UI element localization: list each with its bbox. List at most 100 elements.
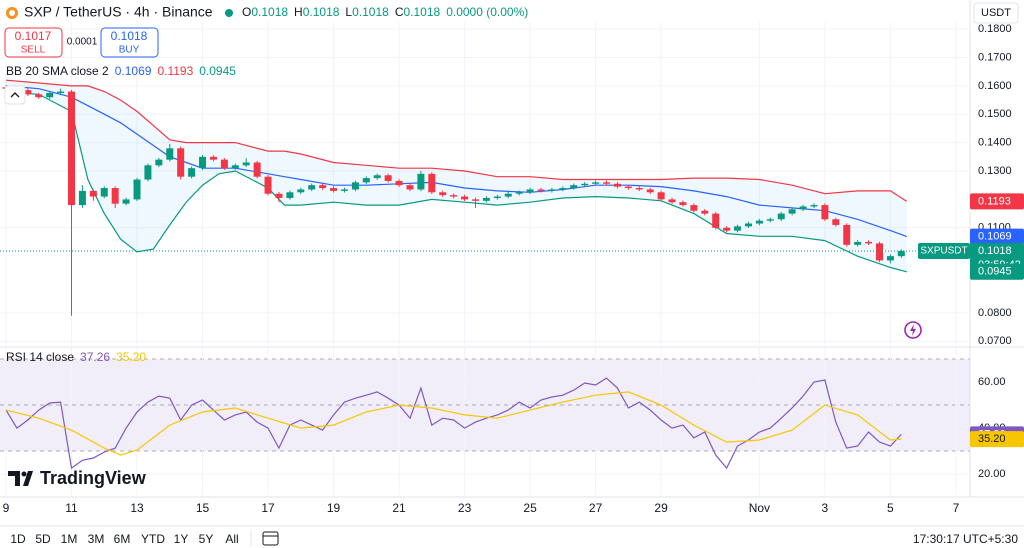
ohlc-value: 0.1018: [403, 5, 440, 19]
candle-body: [57, 91, 65, 93]
candle-body: [701, 210, 709, 214]
logo-mark: [23, 471, 33, 486]
range-button[interactable]: 1Y: [174, 532, 189, 546]
symbol-label: SXPUSDT: [920, 246, 967, 257]
candle-body: [581, 183, 589, 186]
range-button[interactable]: 3M: [88, 532, 105, 546]
candle-body: [515, 192, 523, 194]
ohlc-key: H: [294, 5, 303, 19]
indicator-name: RSI 14 close: [6, 350, 74, 364]
sell-box[interactable]: [4, 27, 63, 58]
x-tick-label: 15: [196, 501, 210, 515]
sell-price[interactable]: 0.1017: [15, 29, 52, 43]
price-badge-label: 0.1069: [978, 230, 1012, 242]
brand-name: TradingView: [40, 468, 147, 488]
alert-ring[interactable]: [904, 321, 922, 339]
candle-body: [264, 176, 272, 194]
band-fill: [6, 80, 907, 272]
x-tick-label: 19: [327, 501, 341, 515]
x-tick-label: 17: [261, 501, 275, 515]
symbol-header: SXP / TetherUS · 4h · Binance O0.1018 H0.…: [6, 4, 528, 20]
symbol-icon-inner: [9, 10, 15, 16]
candle-body: [570, 185, 578, 189]
candle-body: [231, 165, 239, 169]
date-range-button[interactable]: [262, 531, 279, 546]
candle-body: [799, 206, 807, 210]
x-tick-label: 3: [822, 501, 829, 515]
ohlc-values: O0.1018 H0.1018 L0.1018 C0.1018 0.0000 (0.00…: [242, 5, 528, 19]
candle-body: [537, 189, 545, 191]
y-tick-label: 0.1800: [978, 23, 1012, 35]
candle-body: [24, 90, 32, 95]
sell-button[interactable]: 0.1017 SELL: [4, 27, 63, 58]
range-button[interactable]: 6M: [114, 532, 131, 546]
x-tick-label: 27: [589, 501, 603, 515]
ohlc-change: 0.0000 (0.00%): [446, 5, 528, 19]
symbol-title[interactable]: SXP / TetherUS · 4h · Binance: [24, 4, 213, 20]
plot-layer: [0, 22, 970, 495]
indicator-legend: RSI 14 close 37.26 35.20: [6, 350, 146, 364]
clock[interactable]: 17:30:17 UTC+5:30: [913, 532, 1018, 546]
candle-body: [657, 192, 665, 200]
currency-box[interactable]: [973, 2, 1019, 24]
price-badge: [970, 263, 1024, 280]
ohlc-value: 0.1018: [251, 5, 288, 19]
ohlc-key: C: [395, 5, 404, 19]
alert-bolt: [910, 324, 916, 336]
candle-body: [821, 205, 829, 220]
candle-body: [723, 227, 731, 231]
y-tick-label: 60.00: [978, 376, 1006, 388]
buy-button[interactable]: 0.1018 BUY: [100, 27, 159, 58]
buy-label[interactable]: BUY: [119, 45, 140, 56]
range-button[interactable]: 1D: [10, 532, 26, 546]
buy-box[interactable]: [100, 27, 159, 58]
ohlc-key: L: [345, 5, 352, 19]
candle-body: [78, 190, 86, 206]
currency-select[interactable]: USDT: [973, 2, 1019, 24]
collapse-icon: [10, 92, 20, 98]
indicator-value: 0.1193: [157, 64, 193, 78]
calendar-icon[interactable]: [262, 531, 279, 546]
candle-body: [646, 189, 654, 193]
candle-body: [755, 220, 763, 224]
currency[interactable]: USDT: [981, 7, 1011, 19]
candle-body: [832, 219, 840, 225]
price-badge: [970, 193, 1024, 210]
candle-body: [253, 162, 261, 177]
range-button[interactable]: YTD: [141, 532, 165, 546]
buy-price[interactable]: 0.1018: [111, 29, 148, 43]
candle-body: [188, 168, 196, 177]
indicator-value: 35.20: [116, 350, 146, 364]
candle-body: [766, 219, 774, 221]
alert-icon[interactable]: [904, 321, 922, 339]
indicator-value: 37.26: [80, 350, 110, 364]
x-tick-label: 13: [130, 501, 144, 515]
collapse-button[interactable]: [4, 85, 26, 105]
candle-body: [592, 182, 600, 184]
ohlc-key: O: [242, 5, 251, 19]
candle-body: [395, 180, 403, 186]
candle-body: [362, 178, 370, 183]
range-button[interactable]: All: [225, 532, 238, 546]
candle-body: [461, 196, 469, 200]
price-badge-label: 0.0945: [978, 266, 1012, 278]
price-badge: [970, 431, 1024, 448]
indicator-value: 0.1069: [115, 64, 152, 78]
market-status: [225, 9, 233, 17]
candle-body: [777, 213, 785, 220]
candle-body: [668, 199, 676, 203]
range-button[interactable]: 1M: [61, 532, 78, 546]
middle-band: [5, 85, 908, 238]
candle-body: [384, 175, 392, 181]
range-button[interactable]: 5Y: [199, 532, 214, 546]
ohlc-value: 0.1018: [303, 5, 340, 19]
candle-body: [450, 195, 458, 197]
range-button[interactable]: 5D: [35, 532, 51, 546]
candle-body: [199, 156, 207, 169]
price-badge-label: 0.1018: [978, 245, 1012, 257]
sell-label[interactable]: SELL: [21, 45, 46, 56]
logo-dot: [21, 471, 27, 477]
ohlc-value: 0.1018: [352, 5, 389, 19]
collapse-box[interactable]: [4, 85, 26, 105]
